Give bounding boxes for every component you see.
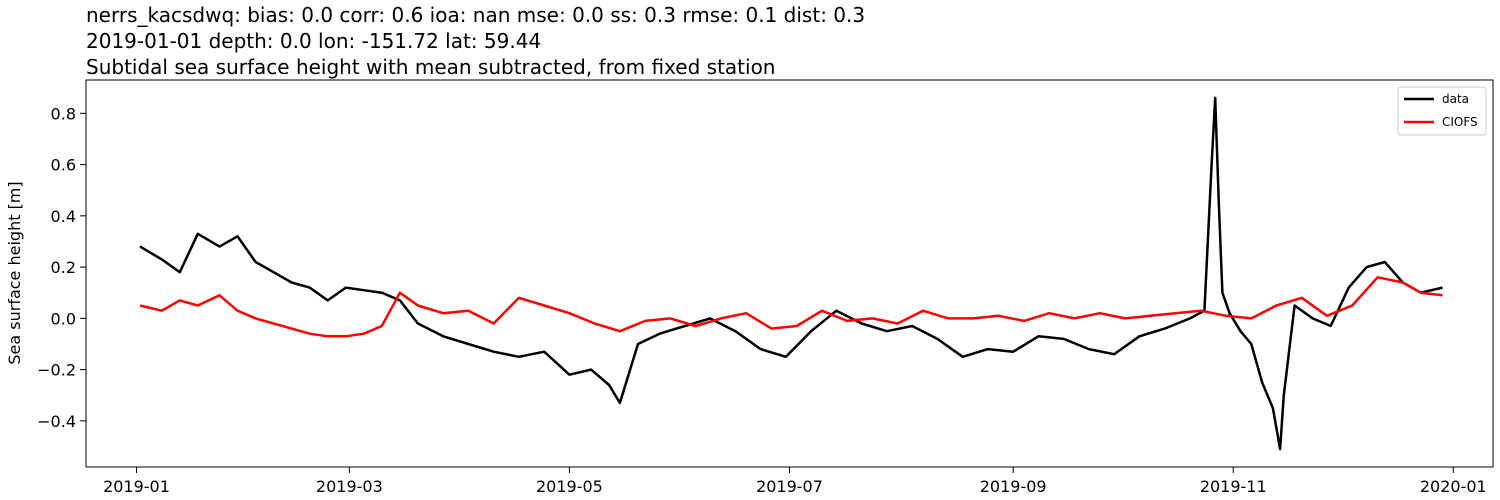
title-line-3: Subtidal sea surface height with mean su… — [86, 55, 775, 79]
y-tick-label: 0.0 — [51, 309, 76, 328]
y-axis-ticks: 0.8 0.6 0.4 0.2 0.0 −0.2 −0.4 — [37, 104, 86, 431]
y-tick-label: 0.4 — [51, 207, 76, 226]
y-tick-label: 0.2 — [51, 258, 76, 277]
y-tick-label: 0.6 — [51, 156, 76, 175]
x-tick-label: 2019-05 — [536, 477, 603, 496]
series-line-data — [139, 96, 1443, 451]
x-tick-label: 2019-07 — [756, 477, 823, 496]
plot-area — [86, 80, 1493, 467]
series-line-ciofs — [139, 276, 1443, 338]
legend-label-ciofs: CIOFS — [1442, 115, 1478, 129]
y-axis-label: Sea surface height [m] — [5, 181, 24, 364]
y-tick-label: 0.8 — [51, 104, 76, 123]
x-tick-label: 2019-01 — [103, 477, 170, 496]
chart-title: nerrs_kacsdwq: bias: 0.0 corr: 0.6 ioa: … — [86, 3, 865, 79]
x-tick-label: 2019-03 — [316, 477, 383, 496]
y-tick-label: −0.4 — [37, 412, 76, 431]
x-tick-label: 2019-11 — [1200, 477, 1267, 496]
plot-frame — [85, 79, 1494, 468]
title-line-1: nerrs_kacsdwq: bias: 0.0 corr: 0.6 ioa: … — [86, 3, 865, 27]
x-tick-label: 2020-01 — [1420, 477, 1487, 496]
x-axis-ticks: 2019-01 2019-03 2019-05 2019-07 2019-09 2019-… — [103, 467, 1487, 496]
x-tick-label: 2019-09 — [980, 477, 1047, 496]
legend: data CIOFS — [1397, 86, 1487, 136]
title-line-2: 2019-01-01 depth: 0.0 lon: -151.72 lat: … — [86, 29, 541, 53]
y-tick-label: −0.2 — [37, 361, 76, 380]
legend-label-data: data — [1442, 92, 1469, 106]
series-layer — [139, 96, 1443, 451]
